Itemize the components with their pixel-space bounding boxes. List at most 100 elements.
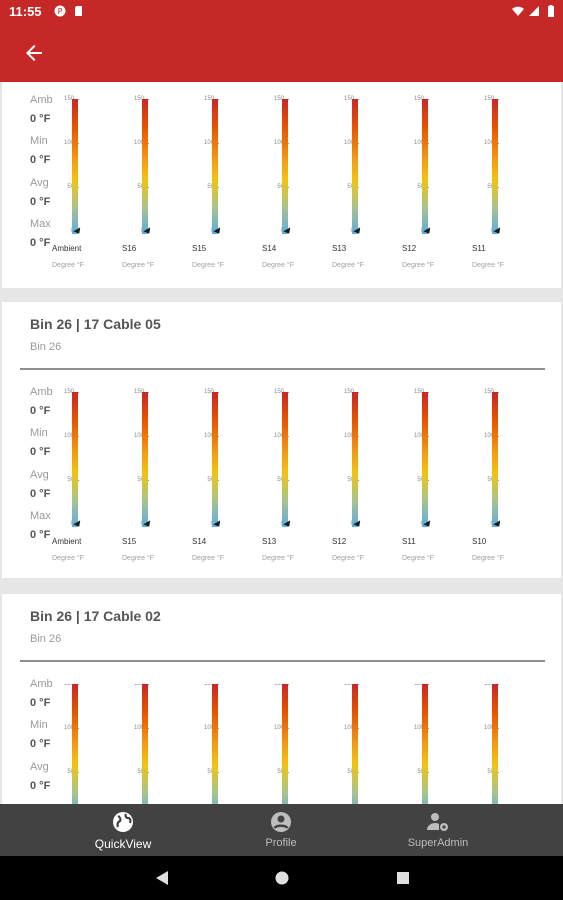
sensor-unit: Degree °F xyxy=(122,262,154,269)
temperature-gauge: 150100500S12Degree °F xyxy=(332,389,398,572)
nav-quickview[interactable]: QuickView xyxy=(53,804,193,856)
amb-value: 0 °F xyxy=(30,113,51,125)
temperature-gauge: 150100500S11Degree °F xyxy=(402,389,468,572)
account-circle-icon xyxy=(271,812,291,832)
sensor-unit: Degree °F xyxy=(472,262,504,269)
amb-label: Amb xyxy=(30,678,53,690)
gradient-scale-bar xyxy=(352,99,358,234)
gradient-scale-bar xyxy=(352,684,358,804)
gradient-scale-bar xyxy=(282,99,288,234)
temperature-gauge: 150100500S14Degree °F xyxy=(262,96,328,279)
battery-icon xyxy=(548,5,554,17)
sensor-name: S14 xyxy=(262,244,277,253)
cable-card[interactable]: Bin 26 | 17 Cable 02 Bin 26 Amb 0 °F Min… xyxy=(2,594,561,804)
nav-label: Profile xyxy=(265,837,297,849)
sensor-name: S16 xyxy=(122,244,137,253)
sensor-unit: Degree °F xyxy=(122,555,154,562)
max-value: 0 °F xyxy=(30,237,51,249)
temperature-gauge: 150100500S15Degree °F xyxy=(122,389,188,572)
system-recents-icon[interactable] xyxy=(395,870,411,886)
temperature-gauge: 150100500 xyxy=(122,684,188,804)
amb-value: 0 °F xyxy=(30,697,51,709)
amb-label: Amb xyxy=(30,386,53,398)
sensor-name: S15 xyxy=(122,537,137,546)
temperature-gauge: 150100500S13Degree °F xyxy=(262,389,328,572)
gradient-scale-bar xyxy=(492,684,498,804)
gradient-scale-bar xyxy=(492,99,498,234)
sensor-name: S12 xyxy=(332,537,347,546)
app-bar xyxy=(0,24,563,82)
cable-card[interactable]: Bin 26 | 17 Cable 05 Bin 26 Amb 0 °F Min… xyxy=(2,302,561,578)
gradient-scale-bar xyxy=(72,99,78,234)
nav-profile[interactable]: Profile xyxy=(211,804,351,856)
divider xyxy=(20,368,545,370)
sensor-name: S15 xyxy=(192,244,207,253)
temperature-gauge: 150100500S13Degree °F xyxy=(332,96,398,279)
system-home-icon[interactable] xyxy=(274,870,290,886)
divider xyxy=(20,660,545,662)
gradient-scale-bar xyxy=(352,392,358,527)
temperature-gauge: 150100500S11Degree °F xyxy=(472,96,538,279)
card-subtitle: Bin 26 xyxy=(30,341,62,353)
signal-icon xyxy=(529,6,539,16)
sensor-unit: Degree °F xyxy=(262,555,294,562)
cable-card: Amb 0 °F Min 0 °F Avg 0 °F Max 0 °F 150 1… xyxy=(2,82,561,288)
admin-settings-icon xyxy=(427,813,448,831)
sensor-unit: Degree °F xyxy=(402,262,434,269)
amb-value: 0 °F xyxy=(30,405,51,417)
gradient-scale-bar xyxy=(142,684,148,804)
sensor-name: Ambient xyxy=(52,537,82,546)
gradient-scale-bar xyxy=(212,392,218,527)
gradient-scale-bar xyxy=(72,392,78,527)
avg-value: 0 °F xyxy=(30,488,51,500)
temperature-gauge: 150100500 xyxy=(332,684,398,804)
min-value: 0 °F xyxy=(30,446,51,458)
sensor-name: S13 xyxy=(262,537,277,546)
temperature-gauge: 150100500 xyxy=(472,684,538,804)
gradient-scale-bar xyxy=(422,684,428,804)
min-label: Min xyxy=(30,135,48,147)
sensor-unit: Degree °F xyxy=(332,555,364,562)
avg-label: Avg xyxy=(30,177,49,189)
gradient-scale-bar xyxy=(422,99,428,234)
gradient-scale-bar xyxy=(142,99,148,234)
system-back-icon[interactable] xyxy=(154,870,170,886)
gradient-scale-bar xyxy=(72,684,78,804)
nav-label: QuickView xyxy=(94,837,152,851)
temperature-gauge: 150100500 xyxy=(402,684,468,804)
wifi-icon xyxy=(512,6,524,16)
sensor-unit: Degree °F xyxy=(192,555,224,562)
card-title: Bin 26 | 17 Cable 05 xyxy=(30,316,161,332)
avg-label: Avg xyxy=(30,761,49,773)
sensor-name: S11 xyxy=(402,537,416,546)
sensor-unit: Degree °F xyxy=(472,555,504,562)
avg-value: 0 °F xyxy=(30,196,51,208)
sensor-unit: Degree °F xyxy=(262,262,294,269)
nav-superadmin[interactable]: SuperAdmin xyxy=(368,804,508,856)
avg-value: 0 °F xyxy=(30,780,51,792)
sensor-unit: Degree °F xyxy=(332,262,364,269)
status-time: 11:55 xyxy=(9,4,42,19)
temperature-gauge: 150100500 xyxy=(52,684,118,804)
sensor-name: S11 xyxy=(472,244,486,253)
max-value: 0 °F xyxy=(30,529,51,541)
gradient-scale-bar xyxy=(142,392,148,527)
gradient-scale-bar xyxy=(282,684,288,804)
gradient-scale-bar xyxy=(492,392,498,527)
temperature-gauge: 150100500AmbientDegree °F xyxy=(52,96,118,279)
quickview-content[interactable]: Amb 0 °F Min 0 °F Avg 0 °F Max 0 °F 150 1… xyxy=(0,82,563,804)
sensor-name: S13 xyxy=(332,244,347,253)
temperature-gauge: 150100500 xyxy=(262,684,328,804)
gradient-scale-bar xyxy=(422,392,428,527)
temperature-gauge: 150100500S14Degree °F xyxy=(192,389,258,572)
sensor-name: S14 xyxy=(192,537,207,546)
min-value: 0 °F xyxy=(30,738,51,750)
temperature-gauge: 150100500 xyxy=(192,684,258,804)
amb-label: Amb xyxy=(30,94,53,106)
gradient-scale-bar xyxy=(212,99,218,234)
back-arrow-icon[interactable] xyxy=(22,41,46,65)
sensor-name: Ambient xyxy=(52,244,82,253)
card-title: Bin 26 | 17 Cable 02 xyxy=(30,608,161,624)
temperature-gauge: 150100500S10Degree °F xyxy=(472,389,538,572)
sd-card-icon xyxy=(75,6,82,16)
